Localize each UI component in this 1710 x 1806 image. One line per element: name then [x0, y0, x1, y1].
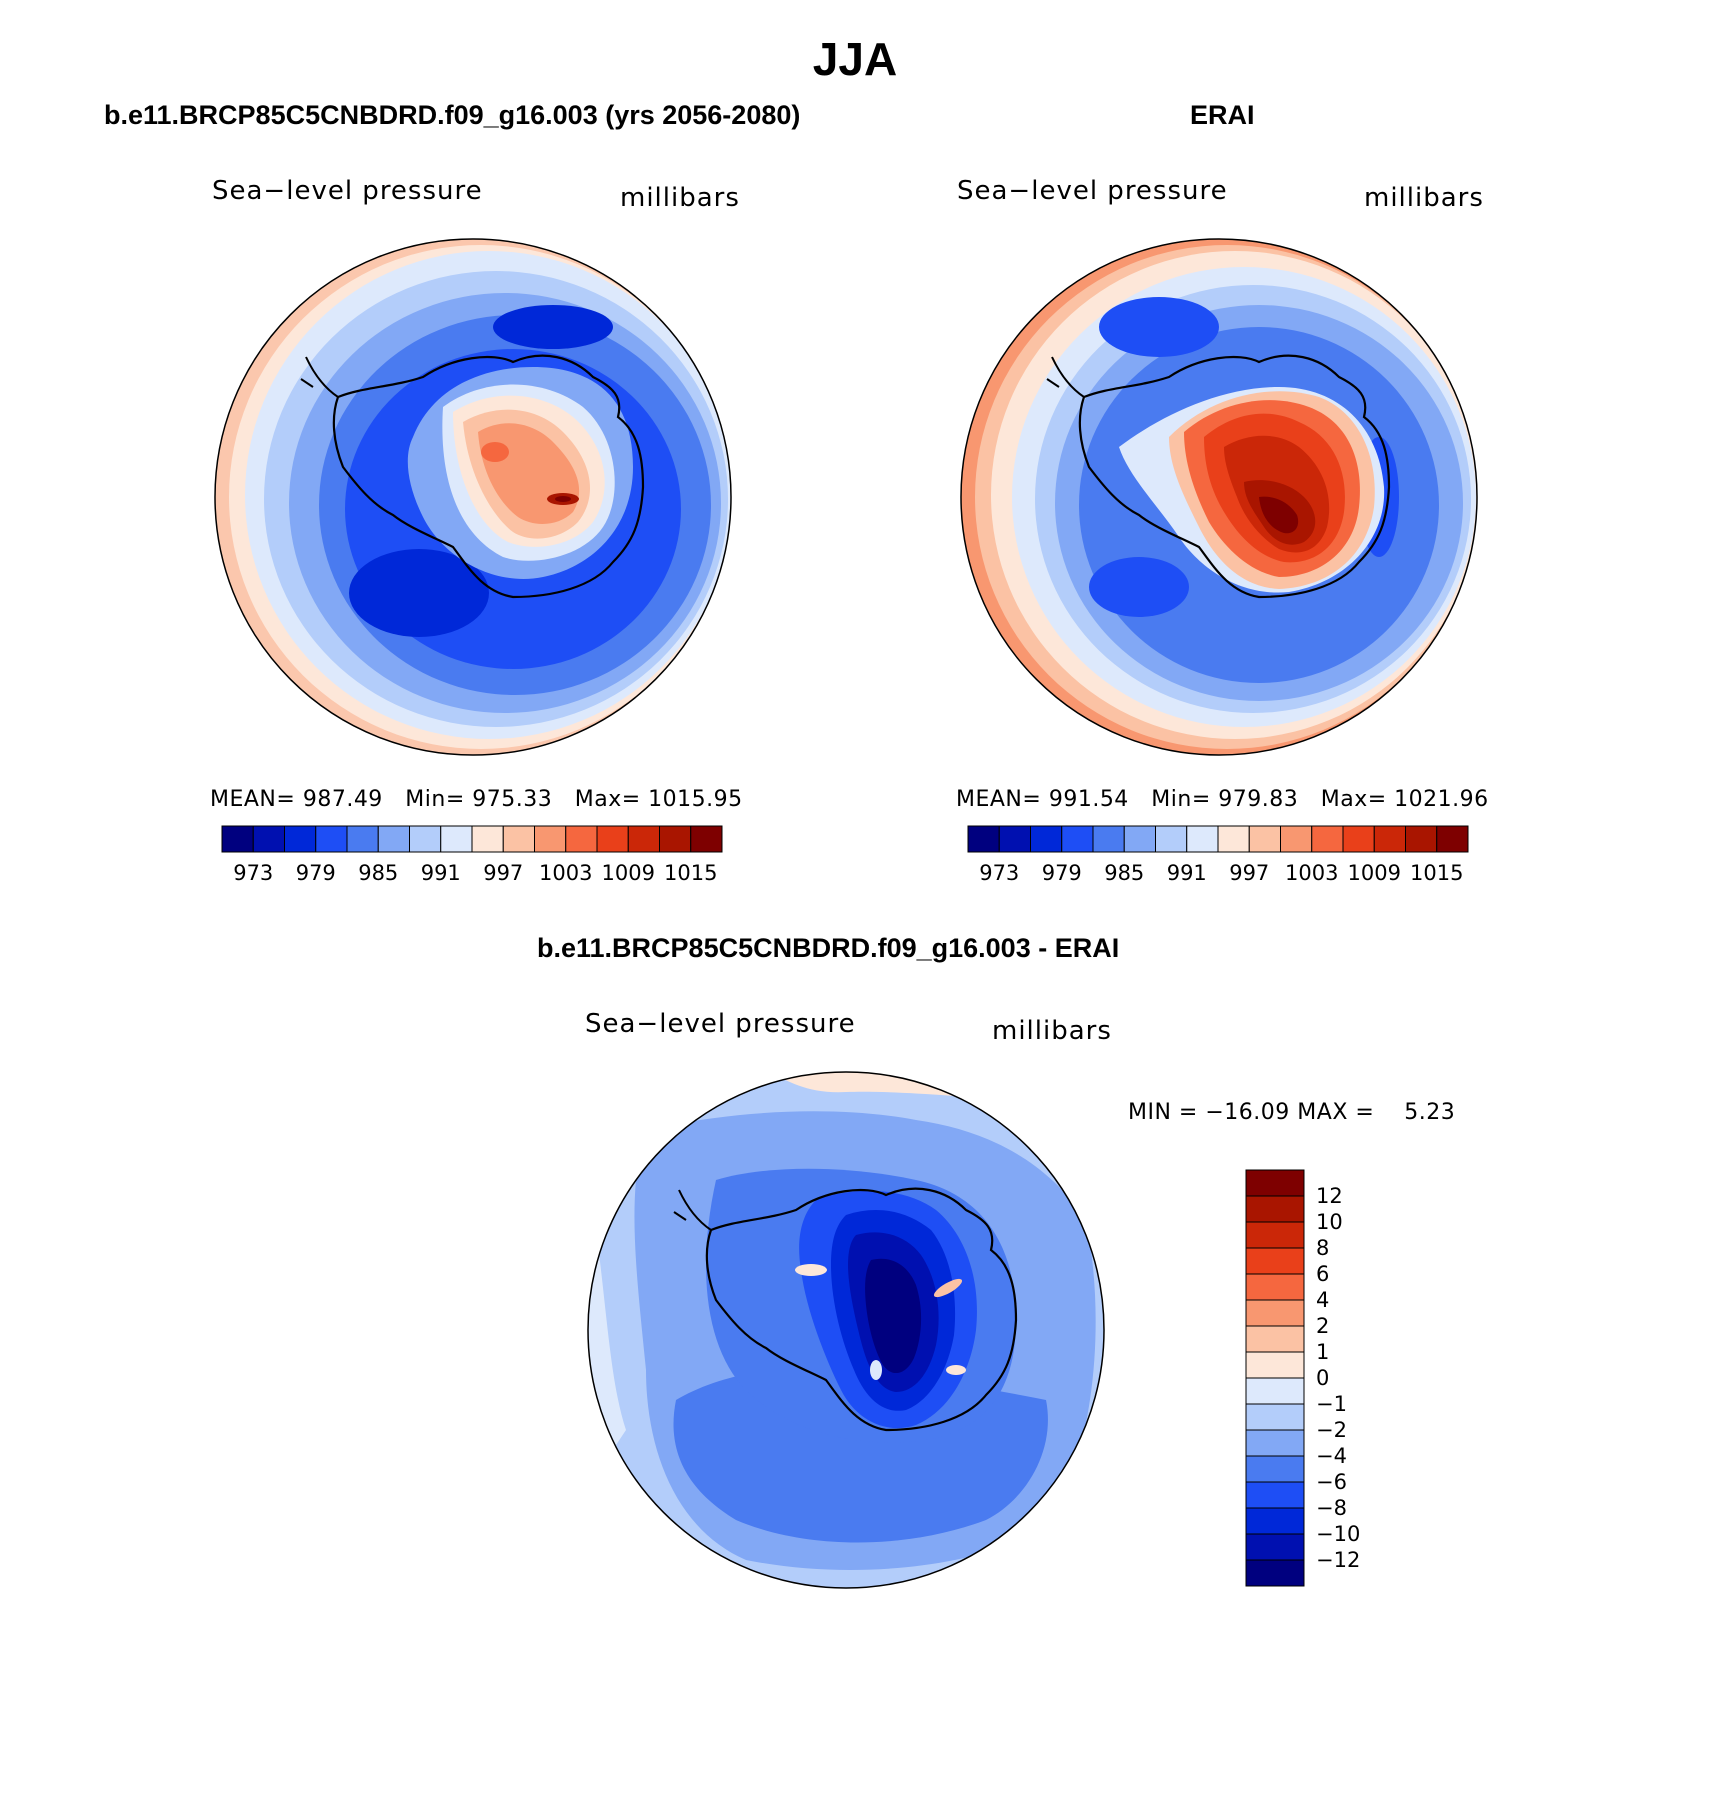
obs-colorbar-swatch	[1373, 825, 1406, 853]
obs-colorbar-swatch	[1248, 825, 1281, 853]
diff-colorbar-swatch	[1245, 1559, 1305, 1587]
case-colorbar-tick-label: 1009	[602, 861, 655, 885]
case-colorbar-swatch	[440, 825, 473, 853]
obs-colorbar-swatch	[1030, 825, 1063, 853]
case-colorbar-tick-label: 985	[358, 861, 398, 885]
obs-colorbar-tick-label: 979	[1042, 861, 1082, 885]
obs-colorbar: 973 979 985 991 997 1003 1009 1015	[967, 825, 1469, 885]
obs-colorbar-swatch	[1061, 825, 1094, 853]
obs-panel-title: ERAI	[1190, 100, 1255, 130]
diff-colorbar-swatch	[1245, 1377, 1305, 1405]
obs-colorbar-tick-label: 1015	[1410, 861, 1463, 885]
diff-colorbar-swatch	[1245, 1247, 1305, 1275]
diff-colorbar-tick-label: −12	[1316, 1548, 1360, 1572]
diff-colorbar-tick-label: 8	[1316, 1236, 1329, 1260]
obs-colorbar-swatch	[1155, 825, 1188, 853]
case-colorbar-swatch	[409, 825, 442, 853]
case-colorbar-swatch	[502, 825, 535, 853]
diff-colorbar-tick-label: 10	[1316, 1210, 1343, 1234]
diff-colorbar-tick-label: 6	[1316, 1262, 1329, 1286]
diff-colorbar-swatch	[1245, 1455, 1305, 1483]
obs-colorbar-tick-label: 1003	[1285, 861, 1338, 885]
case-colorbar-swatch	[315, 825, 348, 853]
obs-colorbar-tick-label: 985	[1104, 861, 1144, 885]
diff-colorbar-swatch	[1245, 1325, 1305, 1353]
obs-variable-label: Sea−level pressure	[957, 176, 1228, 206]
case-colorbar-swatch	[596, 825, 629, 853]
diff-units-label: millibars	[992, 1016, 1112, 1046]
diff-colorbar-swatch	[1245, 1169, 1305, 1197]
obs-colorbar-swatch	[1405, 825, 1438, 853]
case-colorbar-swatch	[565, 825, 598, 853]
case-variable-label: Sea−level pressure	[212, 176, 483, 206]
case-colorbar-tick-label: 997	[483, 861, 523, 885]
diff-colorbar-tick-label: 4	[1316, 1288, 1329, 1312]
diff-colorbar-tick-label: 0	[1316, 1366, 1329, 1390]
diff-colorbar-tick-label: −4	[1316, 1444, 1347, 1468]
case-colorbar-swatch	[377, 825, 410, 853]
diff-colorbar-tick-label: −10	[1316, 1522, 1360, 1546]
obs-colorbar-swatch	[1280, 825, 1313, 853]
diff-colorbar-swatch	[1245, 1299, 1305, 1327]
case-colorbar-swatch	[534, 825, 567, 853]
obs-colorbar-swatch	[1186, 825, 1219, 853]
diff-colorbar-swatch	[1245, 1533, 1305, 1561]
case-colorbar-swatch	[627, 825, 660, 853]
obs-colorbar-swatch	[1217, 825, 1250, 853]
diff-colorbar-swatch	[1245, 1195, 1305, 1223]
case-colorbar: 973 979 985 991 997 1003 1009 1015	[221, 825, 723, 885]
diff-colorbar-tick-label: −2	[1316, 1418, 1347, 1442]
obs-colorbar-swatch	[1123, 825, 1156, 853]
diff-colorbar-tick-label: −8	[1316, 1496, 1347, 1520]
case-colorbar-swatch	[221, 825, 254, 853]
case-units-label: millibars	[620, 183, 740, 213]
obs-stats: MEAN= 991.54 Min= 979.83 Max= 1021.96	[956, 787, 1489, 812]
diff-colorbar-tick-label: 1	[1316, 1340, 1329, 1364]
case-colorbar-swatch	[471, 825, 504, 853]
case-panel-title: b.e11.BRCP85C5CNBDRD.f09_g16.003 (yrs 20…	[104, 100, 801, 130]
diff-colorbar-tick-label: −1	[1316, 1392, 1347, 1416]
case-colorbar-tick-label: 973	[233, 861, 273, 885]
case-colorbar-swatch	[252, 825, 285, 853]
case-polar-map	[214, 238, 732, 756]
case-stats: MEAN= 987.49 Min= 975.33 Max= 1015.95	[210, 787, 743, 812]
diff-minmax: MIN = −16.09 MAX = 5.23	[1128, 1100, 1456, 1125]
diff-panel-title: b.e11.BRCP85C5CNBDRD.f09_g16.003 - ERAI	[537, 933, 1120, 963]
obs-colorbar-swatch	[1092, 825, 1125, 853]
diff-colorbar-tick-label: 12	[1316, 1184, 1343, 1208]
diff-colorbar-swatch	[1245, 1273, 1305, 1301]
case-colorbar-tick-label: 979	[296, 861, 336, 885]
diff-variable-label: Sea−level pressure	[585, 1009, 856, 1039]
case-colorbar-swatch	[346, 825, 379, 853]
diff-colorbar-swatch	[1245, 1507, 1305, 1535]
case-colorbar-swatch	[659, 825, 692, 853]
diff-polar-map	[587, 1071, 1105, 1589]
obs-colorbar-swatch	[1436, 825, 1469, 853]
diff-colorbar-tick-label: 2	[1316, 1314, 1329, 1338]
figure-title: JJA	[812, 33, 898, 85]
obs-colorbar-tick-label: 997	[1229, 861, 1269, 885]
case-colorbar-swatch	[690, 825, 723, 853]
case-colorbar-swatch	[284, 825, 317, 853]
obs-colorbar-swatch	[998, 825, 1031, 853]
obs-colorbar-swatch	[1311, 825, 1344, 853]
case-colorbar-tick-label: 991	[421, 861, 461, 885]
obs-polar-map	[960, 238, 1478, 756]
diff-colorbar-swatch	[1245, 1403, 1305, 1431]
obs-colorbar-swatch	[967, 825, 1000, 853]
diff-colorbar-swatch	[1245, 1429, 1305, 1457]
case-colorbar-tick-label: 1003	[539, 861, 592, 885]
obs-colorbar-swatch	[1342, 825, 1375, 853]
obs-units-label: millibars	[1364, 183, 1484, 213]
diff-colorbar-swatch	[1245, 1221, 1305, 1249]
case-colorbar-tick-label: 1015	[664, 861, 717, 885]
diff-colorbar-tick-label: −6	[1316, 1470, 1347, 1494]
obs-colorbar-tick-label: 973	[979, 861, 1019, 885]
obs-colorbar-tick-label: 991	[1167, 861, 1207, 885]
diff-colorbar-swatch	[1245, 1351, 1305, 1379]
diff-colorbar-swatch	[1245, 1481, 1305, 1509]
obs-colorbar-tick-label: 1009	[1348, 861, 1401, 885]
